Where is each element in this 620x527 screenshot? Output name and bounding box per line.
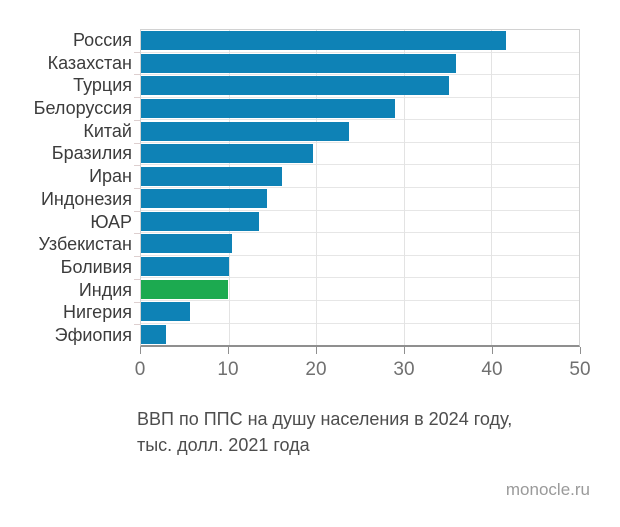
y-axis-tick: [134, 256, 140, 258]
bar-row: [141, 301, 579, 324]
category-label: Индия: [78, 279, 132, 300]
bar-row: [141, 256, 579, 279]
bar-row: [141, 211, 579, 234]
bar-row: [141, 233, 579, 256]
bar: [141, 121, 350, 141]
bar: [141, 189, 268, 209]
category-label: Белоруссия: [33, 98, 132, 119]
category-label: Узбекистан: [38, 234, 132, 255]
bar-row: [141, 143, 579, 166]
bar-row: [141, 53, 579, 76]
bar-row: [141, 165, 579, 189]
plot-area: [140, 29, 580, 347]
bar-row: [141, 278, 579, 301]
category-label: Иран: [89, 166, 132, 187]
category-label: Россия: [72, 29, 132, 50]
y-axis-tick: [134, 278, 140, 280]
x-tick-label: 0: [134, 359, 146, 380]
bar: [141, 234, 233, 254]
category-label: Турция: [73, 75, 132, 96]
bar-row: [141, 30, 579, 53]
bar: [141, 257, 229, 277]
bar: [141, 53, 457, 73]
x-axis-tick: [404, 347, 405, 354]
x-axis-tick: [140, 347, 141, 354]
y-axis-tick: [134, 210, 140, 212]
x-tick-label: 40: [481, 359, 503, 380]
bar: [141, 76, 450, 96]
y-axis-tick: [134, 324, 140, 326]
bar-row: [141, 98, 579, 121]
bar: [141, 302, 191, 322]
category-label: ЮАР: [90, 211, 132, 232]
y-axis-tick: [134, 165, 140, 167]
category-label: Нигерия: [62, 302, 132, 323]
chart-caption-line2: тыс. долл. 2021 года: [137, 435, 310, 455]
y-axis-tick: [134, 51, 140, 53]
source-label: monocle.ru: [505, 480, 590, 499]
vertical-gridline: [228, 30, 230, 345]
x-axis-tick: [316, 347, 317, 354]
category-label: Китай: [83, 120, 132, 141]
bar: [141, 324, 167, 344]
bar: [141, 31, 507, 51]
vertical-gridline: [491, 30, 493, 345]
bar: [141, 166, 283, 186]
bar-row: [141, 324, 579, 346]
x-axis-tick: [492, 347, 493, 354]
x-tick-label: 50: [569, 359, 591, 380]
y-axis-tick: [134, 119, 140, 121]
bar-row: [141, 188, 579, 211]
x-tick-label: 30: [393, 359, 415, 380]
x-axis: 0 10 20 30 40 50: [135, 347, 591, 383]
bar-row: [141, 75, 579, 98]
vertical-gridline: [316, 30, 318, 345]
vertical-gridline: [403, 30, 405, 345]
bar: [141, 211, 260, 231]
y-axis-tick: [134, 142, 140, 144]
chart-caption-line1: ВВП по ППС на душу населения в 2024 году…: [137, 409, 513, 429]
chart-caption: ВВП по ППС на душу населения в 2024 году…: [137, 406, 577, 458]
y-axis-tick: [134, 233, 140, 235]
x-tick-label: 20: [305, 359, 327, 380]
category-label: Бразилия: [51, 143, 132, 164]
x-tick-label: 10: [217, 359, 239, 380]
y-axis-tick: [134, 74, 140, 76]
category-label: Боливия: [60, 257, 132, 278]
bar-row: [141, 120, 579, 143]
bar: [141, 144, 313, 164]
x-axis-tick: [228, 347, 229, 354]
bar: [141, 99, 396, 119]
x-axis-tick: [580, 347, 581, 354]
y-axis-tick: [134, 188, 140, 189]
y-axis-tick: [134, 301, 140, 303]
gdp-ppp-bar-chart: Россия Казахстан Турция Белоруссия Китай Браз…: [0, 29, 591, 383]
y-axis-tick: [134, 97, 140, 99]
category-labels-column: Россия Казахстан Турция Белоруссия Китай Браз…: [0, 29, 132, 347]
category-label: Казахстан: [47, 52, 132, 73]
category-label: Индонезия: [40, 188, 132, 209]
bar-highlight: [141, 279, 228, 299]
category-label: Эфиопия: [54, 325, 132, 346]
